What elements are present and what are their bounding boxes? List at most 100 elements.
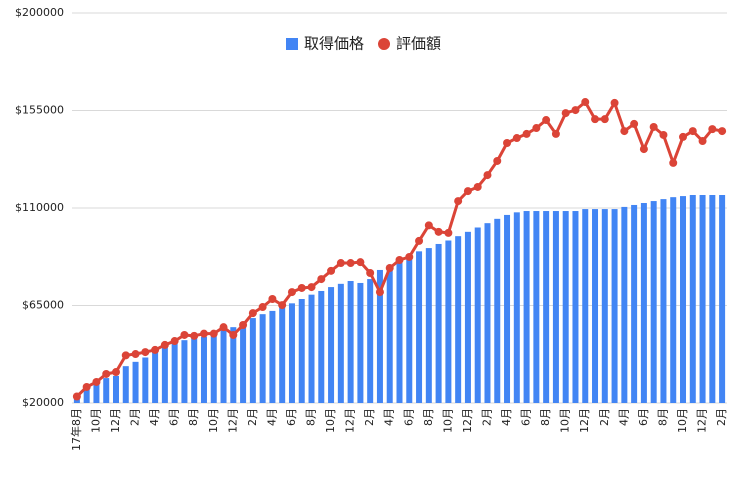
x-tick-label: 8月 [656,408,669,426]
line-point [610,98,619,107]
line-point [385,264,394,273]
bar [318,290,325,403]
line-point [199,329,208,338]
line-point [170,337,179,346]
legend: 取得価格 評価額 [286,35,441,53]
x-tick-label: 8月 [422,408,435,426]
bar [699,195,706,403]
x-tick-label: 4月 [617,408,630,426]
line-point [444,228,453,237]
bar [249,318,256,403]
x-tick-label: 2月 [715,408,728,426]
x-tick-label: 6月 [520,408,533,426]
bar [347,281,354,403]
line-point [297,283,306,292]
line-point [415,236,424,245]
line-point [473,182,482,191]
x-tick-label: 8月 [305,408,318,426]
bar [367,279,374,403]
bar [161,346,168,403]
line-point [649,122,658,131]
bar [513,212,520,403]
line-point [160,340,169,349]
line-point [111,368,120,377]
bar [328,287,335,403]
bar [504,214,511,403]
line-point [229,330,238,339]
x-tick-label: 2月 [363,408,376,426]
bar [122,366,129,403]
x-tick-label: 12月 [344,408,357,433]
bar [288,303,295,403]
x-tick-label: 2月 [480,408,493,426]
bar [435,243,442,403]
line-point [317,275,326,284]
line-point [512,134,521,143]
bar [425,248,432,403]
bar [601,209,608,403]
line-point [141,348,150,357]
x-tick-label: 10月 [559,408,572,433]
bar [220,329,227,403]
legend-label: 取得価格 [304,35,364,53]
bar [464,231,471,403]
line-point [454,197,463,206]
x-tick-label: 8月 [187,408,200,426]
x-tick-label: 6月 [402,408,415,426]
line-point [180,330,189,339]
bar [279,307,286,403]
bar [484,223,491,403]
bar [660,199,667,403]
bar [93,381,100,403]
bar [240,321,247,403]
bar [611,209,618,403]
line-point [522,129,531,138]
bar [112,375,119,403]
bar [640,203,647,403]
x-tick-label: 12月 [461,408,474,433]
x-tick-label: 10月 [207,408,220,433]
bar [543,211,550,403]
x-tick-label: 6月 [168,408,181,426]
bar [210,333,217,403]
bar [230,327,237,403]
bar [523,211,530,403]
bar [455,236,462,403]
bar [406,255,413,403]
line-point [708,125,717,134]
bar [552,211,559,403]
line-point [503,139,512,147]
line-point [239,321,248,329]
line-point [600,115,609,124]
line-point [375,288,384,297]
x-tick-label: 4月 [265,408,278,426]
line-point [366,269,375,277]
line-point [82,382,91,391]
bar [103,378,110,403]
bar [621,206,628,403]
line-point [424,221,433,230]
line-point [532,124,541,133]
x-tick-label: 4月 [383,408,396,426]
line-point [131,350,140,359]
x-tick-label: 17年8月 [69,408,83,451]
legend-swatch [286,38,298,50]
line-point [581,98,590,107]
x-tick-label: 2月 [129,408,142,426]
bar [191,338,198,403]
x-tick-label: 10月 [89,408,102,433]
x-tick-label: 12月 [226,408,239,433]
bar [445,240,452,403]
line-point [630,119,639,128]
line-point [620,127,629,136]
bar [689,195,696,403]
x-tick-label: 8月 [539,408,552,426]
line-point [346,259,355,268]
bar [592,209,599,403]
line-point [92,377,101,386]
bar [181,340,188,403]
line-point [591,115,600,124]
line-point [268,295,277,303]
x-tick-label: 10月 [676,408,689,433]
bar [83,387,90,403]
